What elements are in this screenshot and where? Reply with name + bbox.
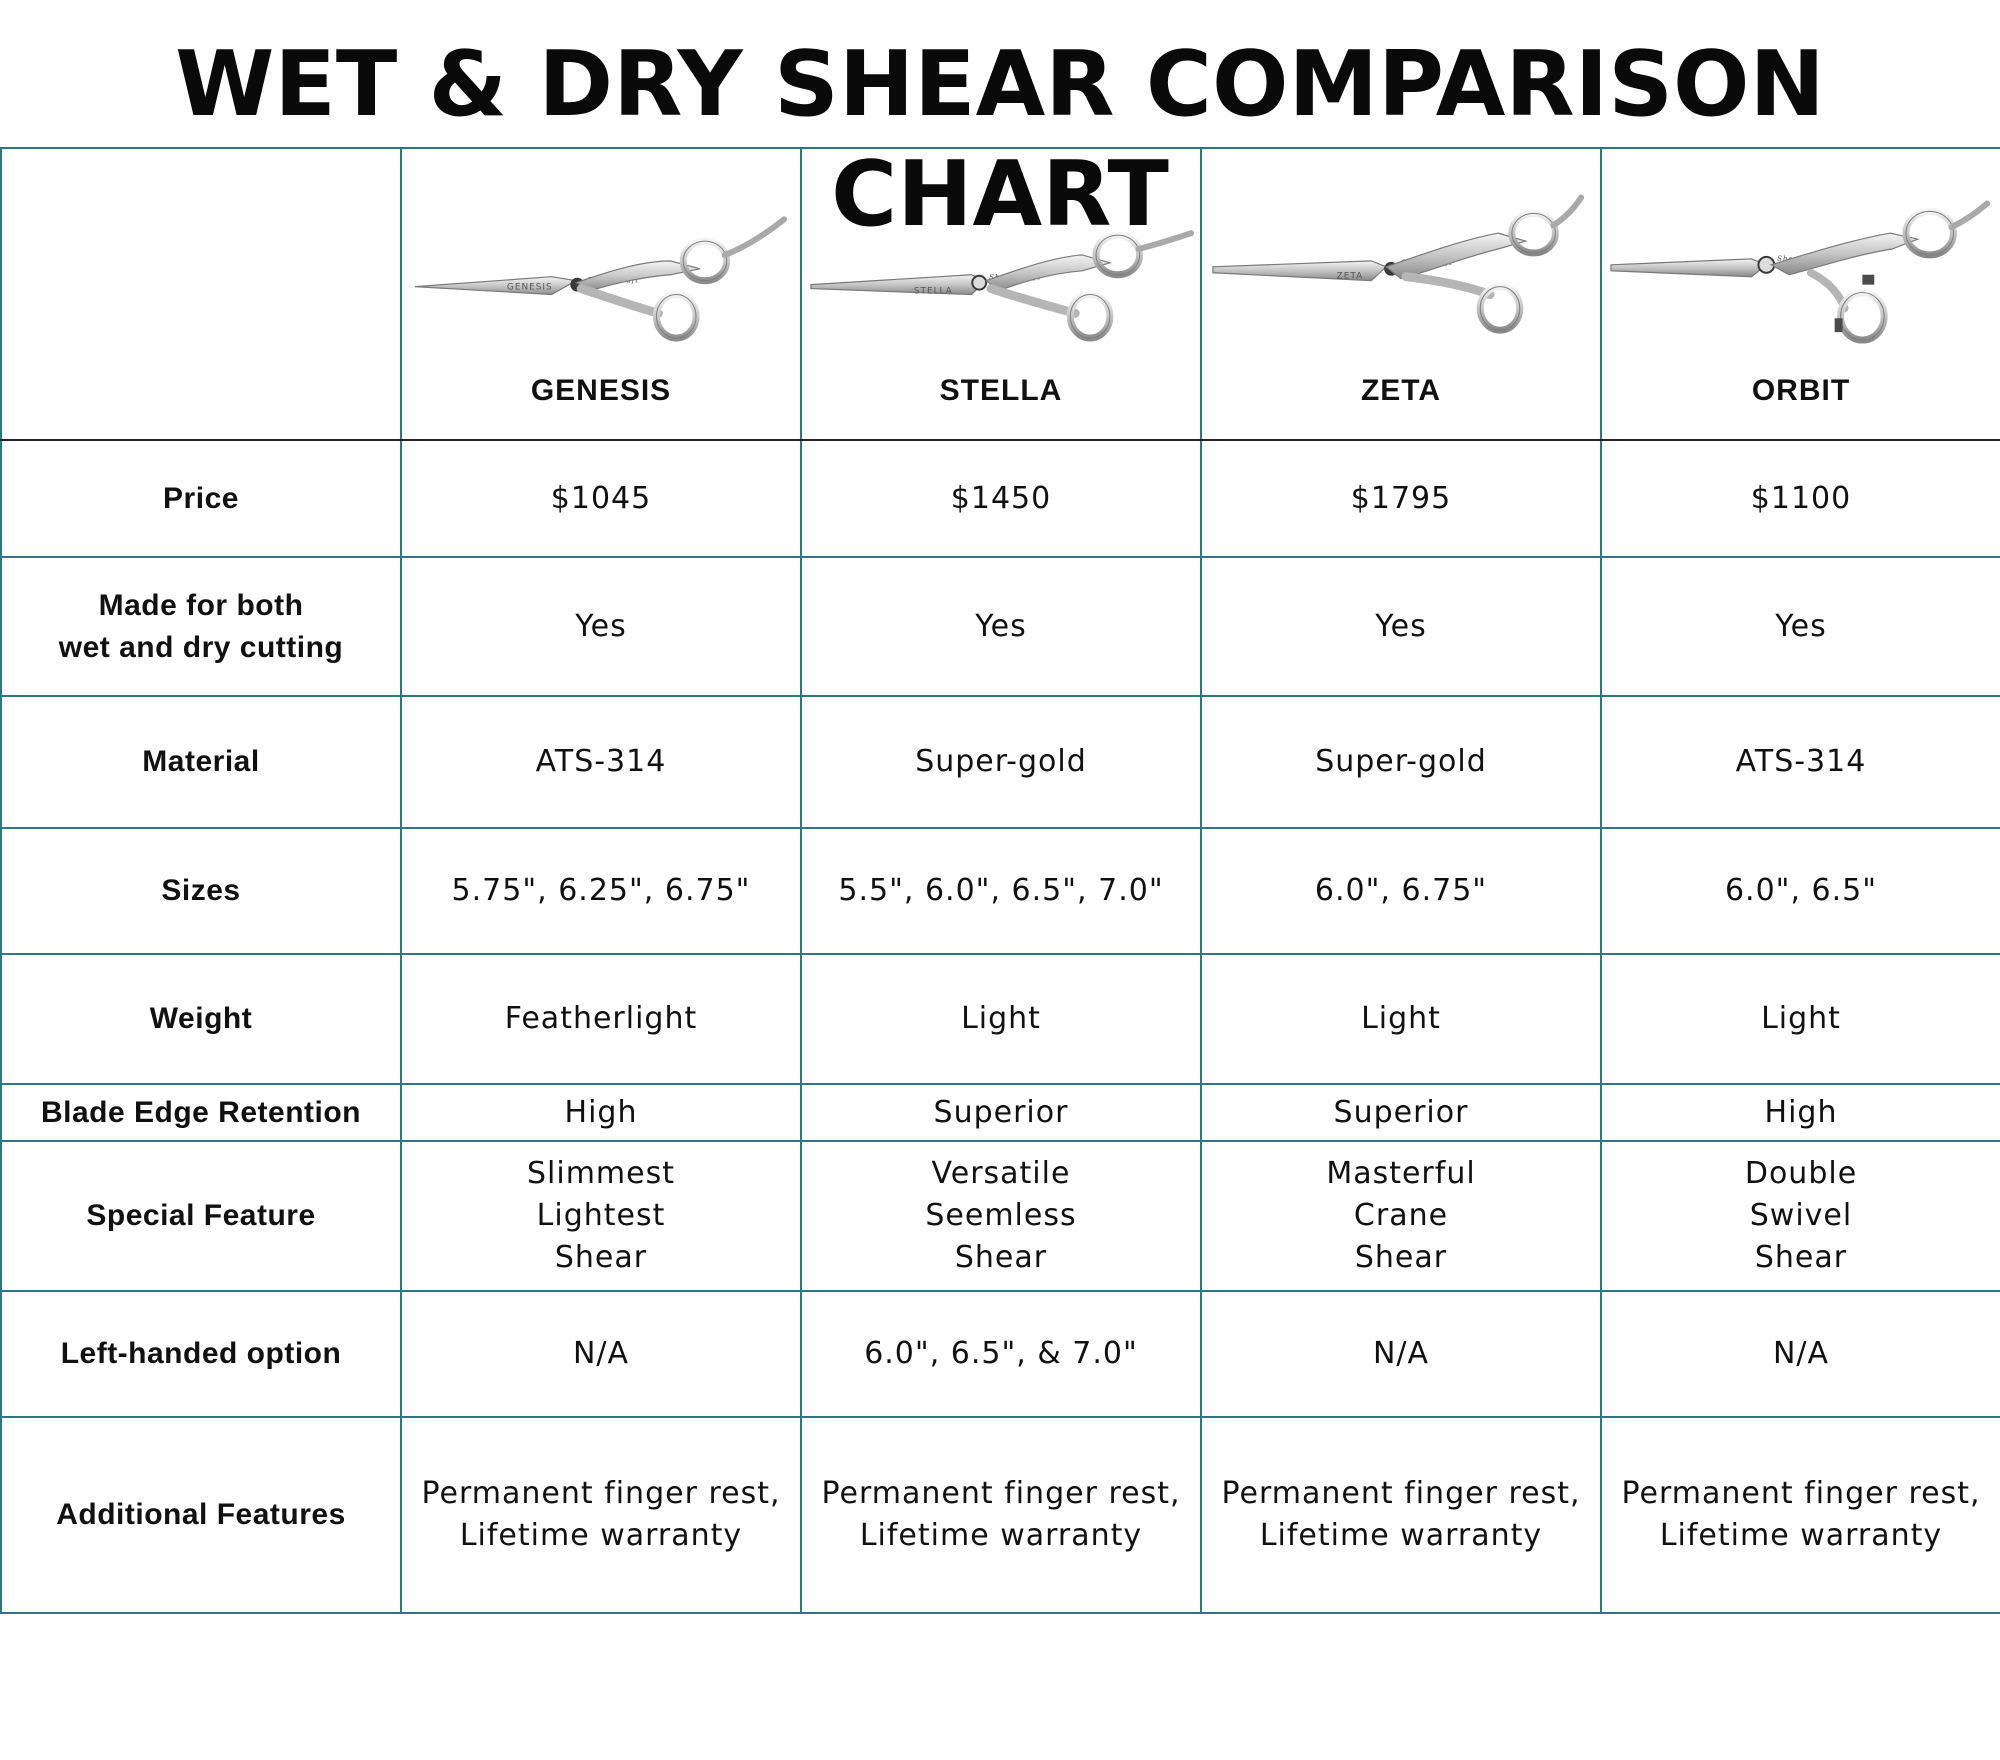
row-label-left-handed: Left-handed option (0, 1290, 402, 1418)
weight-zeta: Light (1200, 953, 1602, 1085)
left-handed-zeta: N/A (1200, 1290, 1602, 1418)
genesis-shear-image: GENESIS Shear Craft (414, 216, 788, 342)
price-stella: $1450 (800, 439, 1202, 558)
product-header-genesis: GENESIS Shear Craft GENESIS (400, 147, 802, 441)
material-genesis: ATS-314 (400, 695, 802, 829)
left-handed-orbit: N/A (1600, 1290, 2000, 1418)
special-feature-zeta: Masterful Crane Shear (1200, 1140, 1602, 1292)
special-feature-zeta-line-2: Crane (1353, 1198, 1449, 1233)
stella-shear-image: STELLA Shear Craft (810, 230, 1195, 342)
special-feature-genesis: Slimmest Lightest Shear (400, 1140, 802, 1292)
sizes-stella: 5.5", 6.0", 6.5", 7.0" (800, 827, 1202, 955)
zeta-shear-image: ZETA Shear Craft (1212, 194, 1585, 334)
weight-genesis: Featherlight (400, 953, 802, 1085)
blade-retention-zeta: Superior (1200, 1083, 1602, 1142)
wet-dry-genesis: Yes (400, 556, 802, 697)
product-name-genesis: GENESIS (530, 374, 672, 407)
additional-features-stella: Permanent finger rest, Lifetime warranty (800, 1416, 1202, 1614)
special-feature-zeta-line-1: Masterful (1326, 1156, 1476, 1191)
material-orbit: ATS-314 (1600, 695, 2000, 829)
row-label-wet-dry-line-1: Made for both (98, 588, 304, 622)
special-feature-stella-line-1: Versatile (931, 1156, 1071, 1191)
special-feature-orbit-line-1: Double (1744, 1156, 1858, 1191)
product-name-zeta: ZETA (1360, 374, 1442, 407)
special-feature-genesis-line-1: Slimmest (526, 1156, 675, 1191)
row-label-wet-dry-line-2: wet and dry cutting (58, 630, 344, 664)
blade-retention-row: Blade Edge Retention High Superior Super… (0, 1083, 2000, 1142)
special-feature-row: Special Feature Slimmest Lightest Shear … (0, 1140, 2000, 1292)
row-label-blade-retention: Blade Edge Retention (0, 1083, 402, 1142)
product-header-orbit: Shear Craft ORBIT (1600, 147, 2000, 441)
additional-features-genesis-line-2: Lifetime warranty (459, 1518, 743, 1553)
additional-features-genesis-line-1: Permanent finger rest, (421, 1476, 781, 1511)
product-header-zeta: ZETA Shear Craft ZETA (1200, 147, 1602, 441)
wet-dry-zeta: Yes (1200, 556, 1602, 697)
special-feature-orbit-line-3: Shear (1754, 1240, 1848, 1275)
price-orbit: $1100 (1600, 439, 2000, 558)
special-feature-orbit-line-2: Swivel (1749, 1198, 1853, 1233)
additional-features-zeta-line-1: Permanent finger rest, (1221, 1476, 1581, 1511)
left-handed-genesis: N/A (400, 1290, 802, 1418)
sizes-row: Sizes 5.75", 6.25", 6.75" 5.5", 6.0", 6.… (0, 827, 2000, 955)
orbit-shear-image: Shear Craft (1610, 200, 1991, 344)
product-header-stella: STELLA Shear Craft STELLA (800, 147, 1202, 441)
comparison-table: GENESIS Shear Craft GENESIS (0, 147, 2000, 1614)
material-stella: Super-gold (800, 695, 1202, 829)
left-handed-row: Left-handed option N/A 6.0", 6.5", & 7.0… (0, 1290, 2000, 1418)
row-label-price: Price (0, 439, 402, 558)
row-label-material: Material (0, 695, 402, 829)
price-genesis: $1045 (400, 439, 802, 558)
header-corner-cell (0, 147, 402, 441)
zeta-engraving: ZETA (1337, 272, 1364, 282)
special-feature-stella-line-3: Shear (954, 1240, 1048, 1275)
special-feature-stella: Versatile Seemless Shear (800, 1140, 1202, 1292)
special-feature-stella-line-2: Seemless (925, 1198, 1077, 1233)
additional-features-stella-line-2: Lifetime warranty (859, 1518, 1143, 1553)
product-name-orbit: ORBIT (1751, 374, 1851, 407)
price-row: Price $1045 $1450 $1795 $1100 (0, 439, 2000, 558)
weight-orbit: Light (1600, 953, 2000, 1085)
material-zeta: Super-gold (1200, 695, 1602, 829)
product-name-stella: STELLA (939, 374, 1063, 407)
product-header-row: GENESIS Shear Craft GENESIS (0, 147, 2000, 441)
additional-features-zeta-line-2: Lifetime warranty (1259, 1518, 1543, 1553)
wet-dry-orbit: Yes (1600, 556, 2000, 697)
blade-retention-genesis: High (400, 1083, 802, 1142)
additional-features-orbit-line-1: Permanent finger rest, (1621, 1476, 1981, 1511)
row-label-additional-features: Additional Features (0, 1416, 402, 1614)
price-zeta: $1795 (1200, 439, 1602, 558)
material-row: Material ATS-314 Super-gold Super-gold A… (0, 695, 2000, 829)
additional-features-genesis: Permanent finger rest, Lifetime warranty (400, 1416, 802, 1614)
genesis-engraving: GENESIS (507, 283, 553, 293)
additional-features-orbit-line-2: Lifetime warranty (1659, 1518, 1943, 1553)
weight-row: Weight Featherlight Light Light Light (0, 953, 2000, 1085)
additional-features-orbit: Permanent finger rest, Lifetime warranty (1600, 1416, 2000, 1614)
wet-dry-stella: Yes (800, 556, 1202, 697)
sizes-zeta: 6.0", 6.75" (1200, 827, 1602, 955)
row-label-weight: Weight (0, 953, 402, 1085)
left-handed-stella: 6.0", 6.5", & 7.0" (800, 1290, 1202, 1418)
additional-features-zeta: Permanent finger rest, Lifetime warranty (1200, 1416, 1602, 1614)
weight-stella: Light (800, 953, 1202, 1085)
sizes-orbit: 6.0", 6.5" (1600, 827, 2000, 955)
additional-features-row: Additional Features Permanent finger res… (0, 1416, 2000, 1614)
row-label-sizes: Sizes (0, 827, 402, 955)
row-label-wet-dry: Made for both wet and dry cutting (0, 556, 402, 697)
blade-retention-stella: Superior (800, 1083, 1202, 1142)
special-feature-orbit: Double Swivel Shear (1600, 1140, 2000, 1292)
wet-dry-row: Made for both wet and dry cutting Yes Ye… (0, 556, 2000, 697)
special-feature-genesis-line-3: Shear (554, 1240, 648, 1275)
row-label-special-feature: Special Feature (0, 1140, 402, 1292)
stella-engraving: STELLA (914, 287, 953, 297)
sizes-genesis: 5.75", 6.25", 6.75" (400, 827, 802, 955)
additional-features-stella-line-1: Permanent finger rest, (821, 1476, 1181, 1511)
special-feature-zeta-line-3: Shear (1354, 1240, 1448, 1275)
blade-retention-orbit: High (1600, 1083, 2000, 1142)
special-feature-genesis-line-2: Lightest (536, 1198, 666, 1233)
